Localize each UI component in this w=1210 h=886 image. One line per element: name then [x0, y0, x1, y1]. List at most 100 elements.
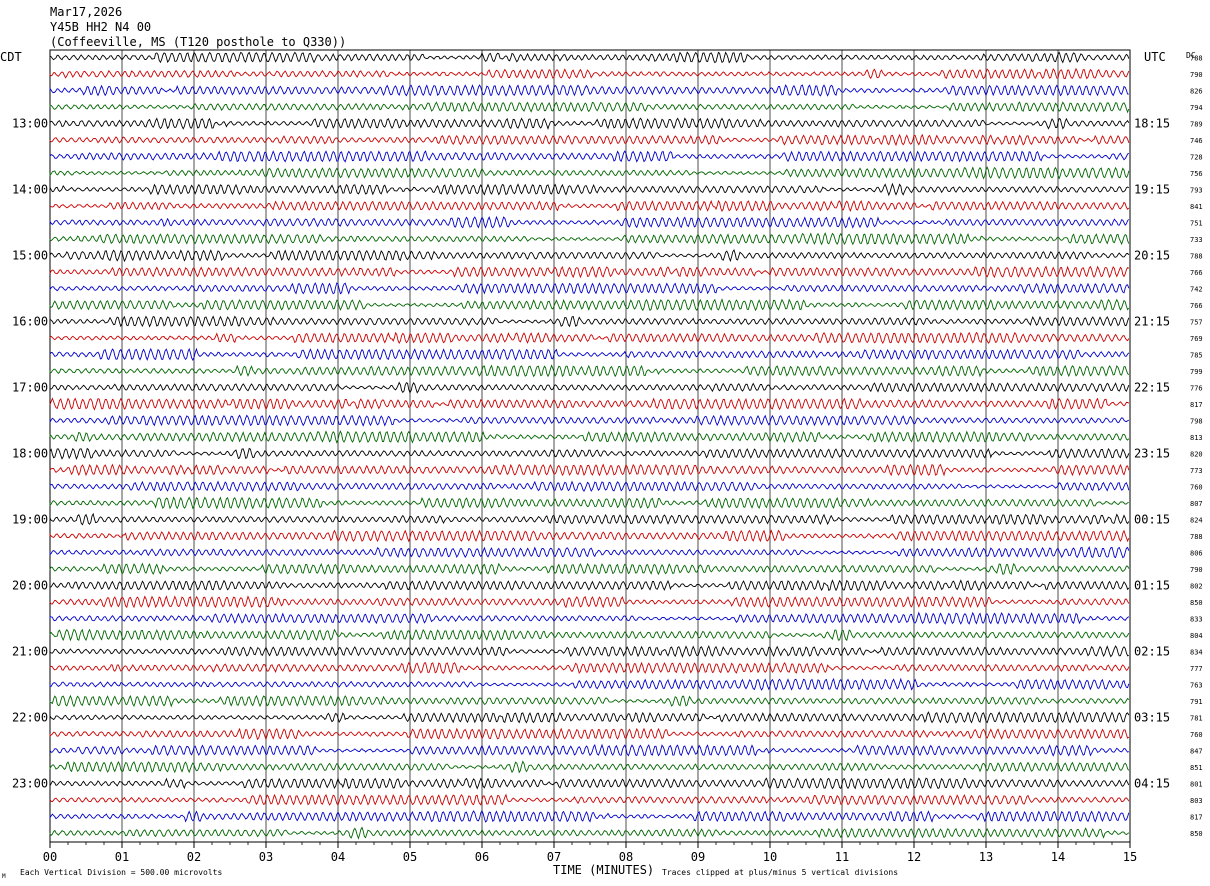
dc-value: 824: [1190, 516, 1203, 524]
dc-value: 826: [1190, 87, 1203, 95]
dc-value: 799: [1190, 368, 1203, 376]
dc-value: 746: [1190, 137, 1203, 145]
dc-value: 834: [1190, 648, 1203, 656]
dc-value: 850: [1190, 830, 1203, 838]
trace-row: [49, 51, 1130, 64]
trace-row: [49, 480, 1130, 493]
trace-row: [49, 512, 1130, 526]
dc-value: 757: [1190, 318, 1203, 326]
dc-value: 781: [1190, 714, 1203, 722]
cdt-hour-label: 15:00: [12, 248, 48, 262]
dc-value: 791: [1190, 698, 1203, 706]
left-timezone-label: CDT: [0, 50, 22, 64]
trace-row: [49, 282, 1130, 295]
dc-value: 788: [1190, 533, 1203, 541]
utc-hour-label: 18:15: [1134, 116, 1170, 130]
x-tick-label: 07: [547, 850, 561, 864]
dc-value: 790: [1190, 566, 1203, 574]
x-tick-label: 08: [619, 850, 633, 864]
dc-value: 833: [1190, 615, 1203, 623]
dc-column-label: DC: [1186, 51, 1196, 60]
dc-value: 802: [1190, 582, 1203, 590]
dc-value: 789: [1190, 120, 1203, 128]
x-tick-label: 06: [475, 850, 489, 864]
trace-row: [49, 595, 1130, 609]
trace-row: [49, 67, 1130, 80]
trace-row: [49, 101, 1130, 114]
x-axis-label: TIME (MINUTES): [553, 863, 654, 877]
trace-row: [49, 133, 1130, 147]
dc-value: 760: [1190, 731, 1203, 739]
trace-row: [49, 447, 1130, 460]
x-tick-label: 00: [43, 850, 57, 864]
trace-row: [49, 331, 1130, 345]
cdt-hour-label: 14:00: [12, 182, 48, 196]
trace-row: [49, 248, 1130, 263]
cdt-hour-label: 19:00: [12, 512, 48, 526]
clip-note: Traces clipped at plus/minus 5 vertical …: [662, 868, 898, 877]
dc-value: 793: [1190, 186, 1203, 194]
x-tick-label: 14: [1051, 850, 1065, 864]
trace-row: [49, 397, 1130, 411]
dc-value: 851: [1190, 764, 1203, 772]
cdt-hour-label: 16:00: [12, 314, 48, 328]
dc-value: 804: [1190, 632, 1203, 640]
dc-value: 751: [1190, 219, 1203, 227]
trace-row: [49, 777, 1130, 790]
cdt-hour-label: 23:00: [12, 776, 48, 790]
dc-value: 763: [1190, 681, 1203, 689]
dc-value: 766: [1190, 302, 1203, 310]
trace-row: [49, 298, 1130, 312]
trace-row: [49, 529, 1130, 543]
trace-row: [49, 628, 1130, 642]
dc-value: 785: [1190, 351, 1203, 359]
dc-values: 788 790 826 794 789 746 728 756 793 841 751 733 788 7…: [1190, 54, 1203, 838]
trace-row: [49, 826, 1130, 840]
dc-value: 817: [1190, 401, 1203, 409]
utc-hour-label: 02:15: [1134, 644, 1170, 658]
x-tick-label: 15: [1123, 850, 1137, 864]
dc-value: 817: [1190, 813, 1203, 821]
seismic-traces: [49, 51, 1130, 840]
dc-value: 773: [1190, 467, 1203, 475]
dc-value: 788: [1190, 54, 1203, 62]
trace-row: [49, 166, 1130, 180]
right-timezone-label: UTC: [1144, 50, 1166, 64]
dc-value: 820: [1190, 450, 1203, 458]
dc-value: 847: [1190, 747, 1203, 755]
dc-value: 776: [1190, 384, 1203, 392]
trace-row: [49, 809, 1130, 823]
cdt-hour-label: 22:00: [12, 710, 48, 724]
cdt-hour-label: 13:00: [12, 116, 48, 130]
trace-row: [49, 760, 1130, 774]
time-labels: 13:00 18:15 14:00 19:15 15:00 20:15 16:00 21:15…: [12, 116, 1170, 790]
plot-frame: [49, 49, 1131, 843]
dc-value: 790: [1190, 71, 1203, 79]
dc-value: 777: [1190, 665, 1203, 673]
dc-value: 807: [1190, 500, 1203, 508]
utc-hour-label: 19:15: [1134, 182, 1170, 196]
dc-value: 806: [1190, 549, 1203, 557]
trace-row: [49, 182, 1130, 197]
trace-row: [49, 364, 1130, 378]
header-date: Mar17,2026: [50, 5, 122, 19]
cdt-hour-label: 21:00: [12, 644, 48, 658]
x-tick-label: 10: [763, 850, 777, 864]
dc-value: 766: [1190, 269, 1203, 277]
cdt-hour-label: 20:00: [12, 578, 48, 592]
trace-row: [49, 199, 1130, 212]
x-tick-label: 04: [331, 850, 345, 864]
trace-row: [49, 562, 1130, 576]
utc-hour-label: 00:15: [1134, 512, 1170, 526]
dc-value: 788: [1190, 252, 1203, 260]
dc-value: 756: [1190, 170, 1203, 178]
dc-value: 733: [1190, 236, 1203, 244]
x-tick-label: 02: [187, 850, 201, 864]
trace-row: [49, 743, 1129, 757]
trace-row: [49, 496, 1129, 510]
x-tick-label: 05: [403, 850, 417, 864]
utc-hour-label: 04:15: [1134, 776, 1170, 790]
dc-value: 769: [1190, 335, 1203, 343]
trace-row: [49, 347, 1130, 361]
